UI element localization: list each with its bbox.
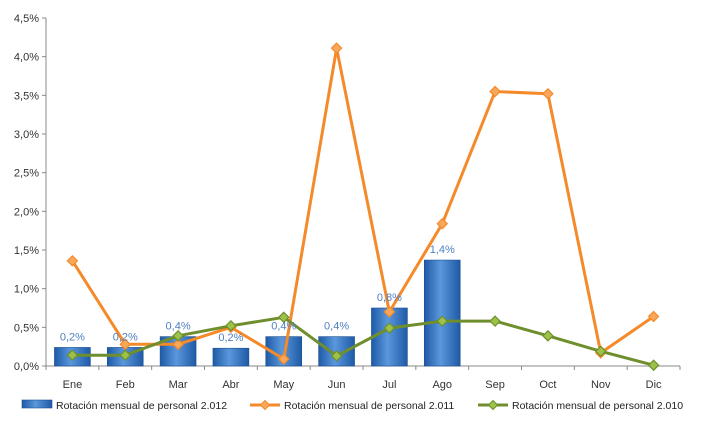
x-tick-label: Feb [116,379,135,391]
point [330,350,343,362]
bar-data-label: 1,4% [430,244,455,256]
point [119,349,132,362]
y-tick-label: 2,5% [14,168,39,180]
point [277,311,290,324]
y-tick-label: 2,0% [14,206,39,218]
y-tick-label: 4,0% [14,52,39,64]
x-tick-label: Sep [485,379,505,391]
point [489,85,501,98]
bar [423,259,461,367]
legend-swatch [21,399,53,409]
bar-data-label: 0,2% [218,332,243,344]
y-tick-label: 0,5% [14,322,39,334]
bar-data-label: 0,8% [377,292,402,304]
point [277,353,290,365]
x-axis: Ene Feb Mar Abr May Jun Jul Ago Sep Oct Nov Dic [45,365,681,391]
y-tick-label: 1,5% [14,245,39,257]
point [594,345,607,358]
point [172,329,184,342]
x-tick-label: Dic [646,379,662,391]
bar-data-label: 0,2% [113,331,138,343]
point [66,349,79,362]
x-tick-label: Oct [539,379,556,391]
y-axis: 0,0% 0,5% 1,0% 1,5% 2,0% 2,5% 3,0% 3,5% 4,0% 4,5% [14,13,47,373]
point [647,359,660,372]
point [436,217,449,230]
legend-label: Rotación mensual de personal 2.011 [284,400,454,412]
x-tick-label: Ene [63,379,83,391]
x-tick-label: Nov [591,379,611,391]
bar [212,347,250,367]
point [489,315,501,327]
line-series [66,42,660,372]
point [172,338,184,351]
series-line [72,315,654,367]
point [66,254,79,267]
legend-label: Rotación mensual de personal 2.010 [512,400,683,412]
bar-series [54,259,461,367]
x-tick-label: Jun [328,379,346,391]
point [330,42,343,55]
y-tick-label: 3,0% [14,129,39,141]
point [436,315,449,327]
bar-data-label: 0,4% [324,321,349,333]
y-tick-label: 1,0% [14,284,39,296]
legend-marker [487,399,499,411]
y-tick-label: 4,5% [14,13,39,25]
x-tick-label: May [273,379,294,391]
bar-data-label: 0,4% [271,321,296,333]
legend: Rotación mensual de personal 2.012 Rotaci… [21,399,683,412]
data-labels: 0,2% 0,2% 0,4% 0,2% 0,4% 0,4% 0,8% 1,4% [60,244,455,344]
point [542,87,554,100]
y-tick-label: 0,0% [14,361,39,373]
point [225,319,237,332]
x-tick-label: Abr [222,379,239,391]
point [383,322,396,334]
legend-label: Rotación mensual de personal 2.012 [56,400,227,412]
x-tick-label: Mar [169,379,188,391]
point [383,306,396,318]
bar-data-label: 0,4% [166,321,191,333]
legend-marker [259,399,271,411]
series-line [71,46,655,361]
point [647,310,660,323]
y-tick-label: 3,5% [14,90,39,102]
bar-data-label: 0,2% [60,331,85,343]
point [542,329,554,342]
x-tick-label: Ago [432,379,452,391]
x-tick-label: Jul [382,379,396,391]
